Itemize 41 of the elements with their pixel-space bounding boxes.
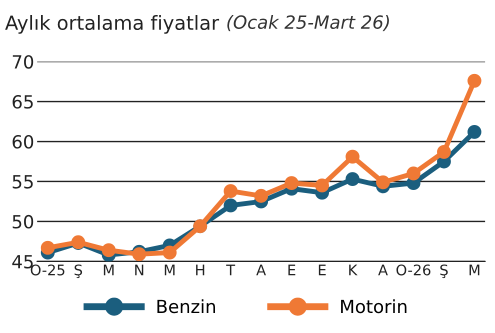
point (346, 172, 360, 186)
y-tick-label: 55 (12, 175, 33, 189)
y-tick-label: 60 (12, 134, 34, 149)
x-tick-label: N (135, 264, 144, 276)
x-tick-label: O-26 (396, 264, 430, 276)
point (224, 198, 238, 212)
point (132, 247, 146, 262)
chart-subtitle: (Ocak 25-Mart 26) (227, 14, 389, 32)
x-tick-label: M (104, 264, 114, 276)
point (467, 74, 482, 88)
point (315, 178, 330, 192)
legend-label: Benzin (157, 299, 216, 314)
x-tick-label: A (256, 264, 266, 276)
x-tick-label: A (378, 264, 388, 276)
x-tick-label: O-25 (30, 264, 64, 276)
point (437, 144, 451, 159)
y-tick-label: 70 (12, 55, 34, 69)
x-tick-label: M (164, 264, 175, 276)
legend-label: Motorin (341, 299, 406, 314)
point (102, 243, 116, 258)
point (254, 188, 268, 203)
x-tick-label: K (349, 264, 358, 276)
point (467, 124, 482, 139)
point (40, 240, 55, 255)
point (376, 175, 390, 190)
x-tick-label: M (470, 264, 480, 276)
x-tick-label: E (288, 264, 296, 276)
point (224, 184, 238, 198)
point (406, 166, 420, 180)
x-tick-label: H (196, 264, 204, 276)
point (346, 150, 360, 164)
x-tick-label: T (226, 264, 236, 276)
x-tick-label: Ş (440, 264, 448, 278)
y-tick-label: 45 (12, 255, 33, 269)
x-tick-label: E (318, 264, 326, 276)
y-tick-label: 50 (12, 214, 34, 229)
chart-title: Aylık ortalama fiyatlar (5, 14, 220, 34)
y-tick-label: 65 (12, 95, 33, 109)
x-tick-label: Ş (74, 264, 82, 278)
point (162, 246, 177, 260)
point (284, 176, 299, 190)
